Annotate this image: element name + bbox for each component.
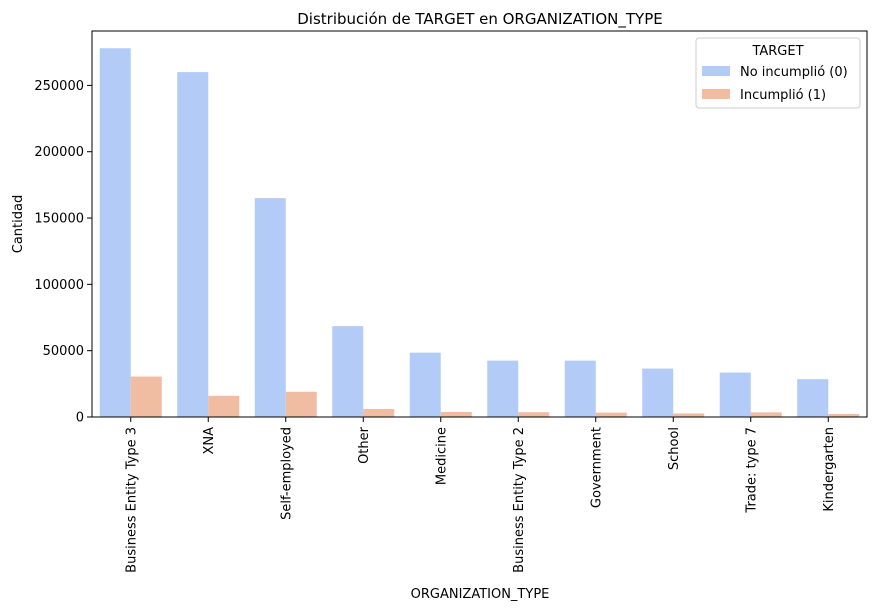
legend-swatch-no-incumplio [702, 66, 730, 76]
bar-self-employed-incumplio [285, 391, 317, 417]
legend-box [695, 37, 861, 109]
x-tick-label-government: Government [589, 427, 604, 508]
y-tick-label-250000: 250000 [34, 79, 84, 94]
bar-school-no-incumplio [642, 368, 674, 417]
legend: TARGET No incumplió (0) Incumplió (1) [695, 37, 861, 109]
bar-other-no-incumplio [332, 326, 364, 417]
bar-business-entity-type-3-no-incumplio [99, 48, 131, 418]
x-tick-label-medicine: Medicine [434, 427, 449, 485]
y-tick-label-200000: 200000 [34, 145, 84, 160]
x-tick-label-business-entity-type-3: Business Entity Type 3 [124, 427, 139, 573]
chart-title: Distribución de TARGET en ORGANIZATION_T… [297, 10, 662, 29]
bar-school-incumplio [673, 413, 705, 417]
y-tick-label-0: 0 [76, 411, 84, 426]
legend-title: TARGET [751, 44, 803, 59]
bar-business-entity-type-3-incumplio [130, 376, 162, 417]
bar-trade-type-7-incumplio [750, 412, 782, 417]
bar-medicine-incumplio [440, 411, 472, 417]
bar-business-entity-type-2-incumplio [518, 412, 550, 417]
bar-business-entity-type-2-no-incumplio [487, 360, 519, 417]
bar-medicine-no-incumplio [409, 352, 441, 417]
x-tick-label-kindergarten: Kindergarten [822, 427, 837, 512]
x-tick-label-other: Other [357, 426, 372, 464]
legend-swatch-incumplio [702, 89, 730, 99]
bar-kindergarten-no-incumplio [797, 379, 829, 417]
y-tick-label-100000: 100000 [34, 278, 84, 293]
x-tick-label-xna: XNA [202, 427, 217, 455]
x-tick-label-self-employed: Self-employed [279, 427, 294, 520]
y-axis-label: Cantidad [11, 195, 26, 253]
x-axis-label: ORGANIZATION_TYPE [411, 587, 550, 602]
bars-group [99, 48, 860, 418]
bar-government-no-incumplio [564, 360, 596, 417]
x-tick-label-school: School [667, 427, 682, 470]
x-tick-label-trade-type-7: Trade: type 7 [744, 427, 759, 514]
bar-xna-no-incumplio [177, 72, 209, 418]
y-axis: 0 50000 100000 150000 200000 250000 [34, 79, 92, 426]
bar-kindergarten-incumplio [828, 413, 860, 417]
y-tick-label-50000: 50000 [43, 344, 84, 359]
bar-xna-incumplio [208, 395, 240, 417]
bar-other-incumplio [363, 409, 395, 417]
bar-self-employed-no-incumplio [254, 198, 286, 417]
plot-frame [91, 30, 868, 418]
bar-trade-type-7-no-incumplio [719, 372, 751, 417]
legend-label-no-incumplio: No incumplió (0) [740, 65, 848, 80]
legend-label-incumplio: Incumplió (1) [740, 88, 826, 103]
y-tick-label-150000: 150000 [34, 212, 84, 227]
x-axis: Business Entity Type 3 XNA Self-employed Ot… [124, 417, 837, 573]
x-tick-label-business-entity-type-2: Business Entity Type 2 [512, 427, 527, 573]
bar-government-incumplio [595, 412, 627, 417]
